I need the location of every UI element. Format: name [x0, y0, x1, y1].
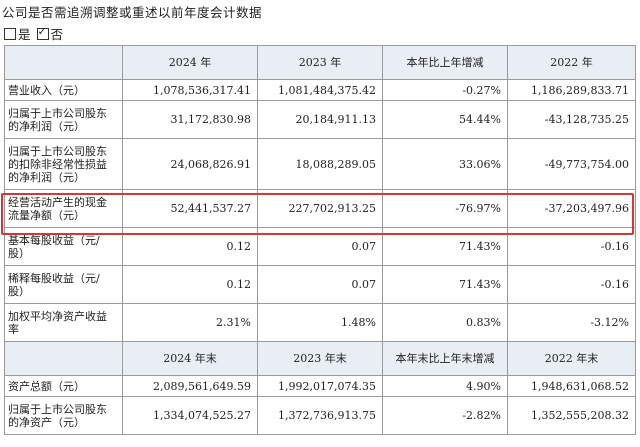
- value-cell: 4.90%: [382, 375, 508, 397]
- value-cell: 1,081,484,375.42: [257, 79, 383, 101]
- value-cell: 0.12: [122, 227, 258, 266]
- value-cell: 54.44%: [382, 100, 508, 139]
- value-cell: 71.43%: [382, 227, 508, 266]
- checkbox-unchecked-icon[interactable]: [4, 27, 16, 40]
- option-no-label: 否: [50, 27, 64, 42]
- checkbox-checked-icon[interactable]: [36, 25, 49, 40]
- value-cell: -2.82%: [382, 396, 508, 435]
- row-label: 归属于上市公司股东的净资产（元）: [4, 396, 123, 435]
- option-yes[interactable]: 是: [4, 24, 31, 43]
- header-cell: [4, 341, 123, 376]
- value-cell: 71.43%: [382, 265, 508, 304]
- header-cell: 2022 年: [507, 45, 636, 80]
- row-label: 营业收入（元）: [4, 79, 123, 101]
- header-cell: 2023 年末: [257, 341, 383, 376]
- value-cell: 1,078,536,317.41: [122, 79, 258, 101]
- header-cell: 本年末比上年末增减: [382, 341, 508, 376]
- value-cell: -0.16: [507, 227, 636, 266]
- value-cell: 1,352,555,208.32: [507, 396, 636, 435]
- row-label: 加权平均净资产收益率: [4, 303, 123, 342]
- value-cell: 1,948,631,068.52: [507, 375, 636, 397]
- value-cell: 1.48%: [257, 303, 383, 342]
- value-cell: -0.27%: [382, 79, 508, 101]
- row-label: 资产总额（元）: [4, 375, 123, 397]
- header-cell: 2024 年末: [122, 341, 258, 376]
- value-cell: 52,441,537.27: [122, 189, 258, 228]
- table-header-row: 2024 年末 2023 年末 本年末比上年末增减 2022 年末: [4, 341, 636, 376]
- value-cell: -37,203,497.96: [507, 189, 636, 228]
- value-cell: 227,702,913.25: [257, 189, 383, 228]
- restatement-choice: 是 否: [4, 24, 69, 43]
- option-yes-label: 是: [18, 27, 31, 42]
- value-cell: 0.83%: [382, 303, 508, 342]
- value-cell: 1,186,289,833.71: [507, 79, 636, 101]
- row-label: 基本每股收益（元/股）: [4, 227, 123, 266]
- row-label: 稀释每股收益（元/股）: [4, 265, 123, 304]
- value-cell: 31,172,830.98: [122, 100, 258, 139]
- value-cell: 1,992,017,074.35: [257, 375, 383, 397]
- table-row-highlighted: 经营活动产生的现金流量净额（元） 52,441,537.27 227,702,9…: [4, 189, 636, 228]
- header-cell: 2023 年: [257, 45, 383, 80]
- table-header-row: 2024 年 2023 年 本年比上年增减 2022 年: [4, 45, 636, 80]
- header-cell: [4, 45, 123, 80]
- value-cell: 1,334,074,525.27: [122, 396, 258, 435]
- option-no[interactable]: 否: [36, 24, 64, 43]
- header-cell: 2022 年末: [507, 341, 636, 376]
- value-cell: -0.16: [507, 265, 636, 304]
- value-cell: -76.97%: [382, 189, 508, 228]
- value-cell: 0.12: [122, 265, 258, 304]
- value-cell: 18,088,289.05: [257, 138, 383, 190]
- row-label: 归属于上市公司股东的净利润（元）: [4, 100, 123, 139]
- value-cell: 0.07: [257, 227, 383, 266]
- header-cell: 本年比上年增减: [382, 45, 508, 80]
- table-row: 归属于上市公司股东的净资产（元） 1,334,074,525.27 1,372,…: [4, 396, 636, 435]
- value-cell: 1,372,736,913.75: [257, 396, 383, 435]
- table-row: 资产总额（元） 2,089,561,649.59 1,992,017,074.3…: [4, 375, 636, 397]
- value-cell: 33.06%: [382, 138, 508, 190]
- value-cell: 20,184,911.13: [257, 100, 383, 139]
- financial-data-table: 2024 年 2023 年 本年比上年增减 2022 年 营业收入（元） 1,0…: [4, 45, 636, 435]
- value-cell: 0.07: [257, 265, 383, 304]
- table-row: 基本每股收益（元/股） 0.12 0.07 71.43% -0.16: [4, 227, 636, 266]
- row-label: 经营活动产生的现金流量净额（元）: [4, 189, 123, 228]
- value-cell: 2,089,561,649.59: [122, 375, 258, 397]
- value-cell: 2.31%: [122, 303, 258, 342]
- table-row: 加权平均净资产收益率 2.31% 1.48% 0.83% -3.12%: [4, 303, 636, 342]
- value-cell: -49,773,754.00: [507, 138, 636, 190]
- section-title: 公司是否需追溯调整或重述以前年度会计数据: [2, 5, 263, 20]
- value-cell: 24,068,826.91: [122, 138, 258, 190]
- value-cell: -3.12%: [507, 303, 636, 342]
- table-row: 归属于上市公司股东的净利润（元） 31,172,830.98 20,184,91…: [4, 100, 636, 139]
- value-cell: -43,128,735.25: [507, 100, 636, 139]
- row-label: 归属于上市公司股东的扣除非经常性损益的净利润（元）: [4, 138, 123, 190]
- table-row: 营业收入（元） 1,078,536,317.41 1,081,484,375.4…: [4, 79, 636, 101]
- header-cell: 2024 年: [122, 45, 258, 80]
- table-row: 归属于上市公司股东的扣除非经常性损益的净利润（元） 24,068,826.91 …: [4, 138, 636, 190]
- table-row: 稀释每股收益（元/股） 0.12 0.07 71.43% -0.16: [4, 265, 636, 304]
